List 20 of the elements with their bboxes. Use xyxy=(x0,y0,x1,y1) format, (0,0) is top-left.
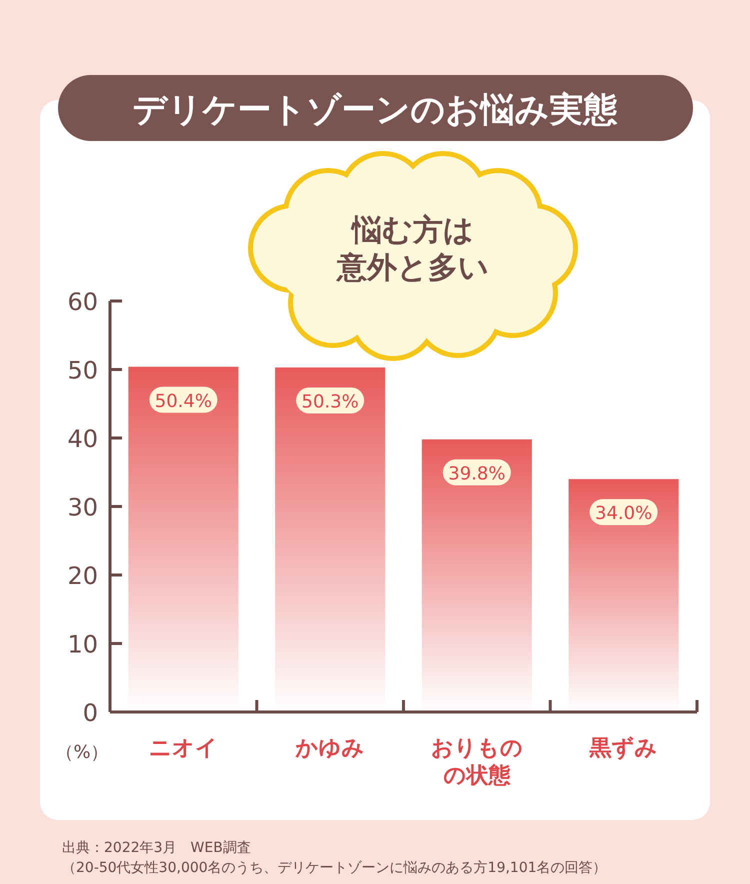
data-label: 34.0% xyxy=(595,503,652,524)
y-axis-title: （%） xyxy=(55,742,109,763)
x-tick-label: おりものの状態 xyxy=(430,736,523,788)
y-tick-label: 0 xyxy=(82,699,98,727)
y-tick-label: 60 xyxy=(67,288,98,316)
x-tick-label: 黒ずみ xyxy=(588,736,658,761)
y-tick-label: 20 xyxy=(67,562,98,590)
chart-title: デリケートゾーンのお悩み実態 xyxy=(132,90,618,130)
y-tick-label: 30 xyxy=(67,494,98,522)
data-label: 39.8% xyxy=(448,463,506,484)
y-tick-label: 40 xyxy=(67,425,98,453)
y-tick-label: 50 xyxy=(67,356,98,384)
data-label: 50.4% xyxy=(154,390,212,412)
text: 悩む方は意外と多い xyxy=(335,213,489,286)
source-note: 出典：2022年3月 WEB調査 xyxy=(62,840,251,856)
text: （20-50代女性30,000名のうち、デリケートゾーンに悩みのある方19,101名の回答） xyxy=(62,860,607,876)
x-tick-label: かゆみ xyxy=(294,736,365,761)
data-label: 50.3% xyxy=(302,391,359,412)
y-tick-label: 10 xyxy=(67,630,98,658)
x-tick-label: ニオイ xyxy=(148,736,218,761)
